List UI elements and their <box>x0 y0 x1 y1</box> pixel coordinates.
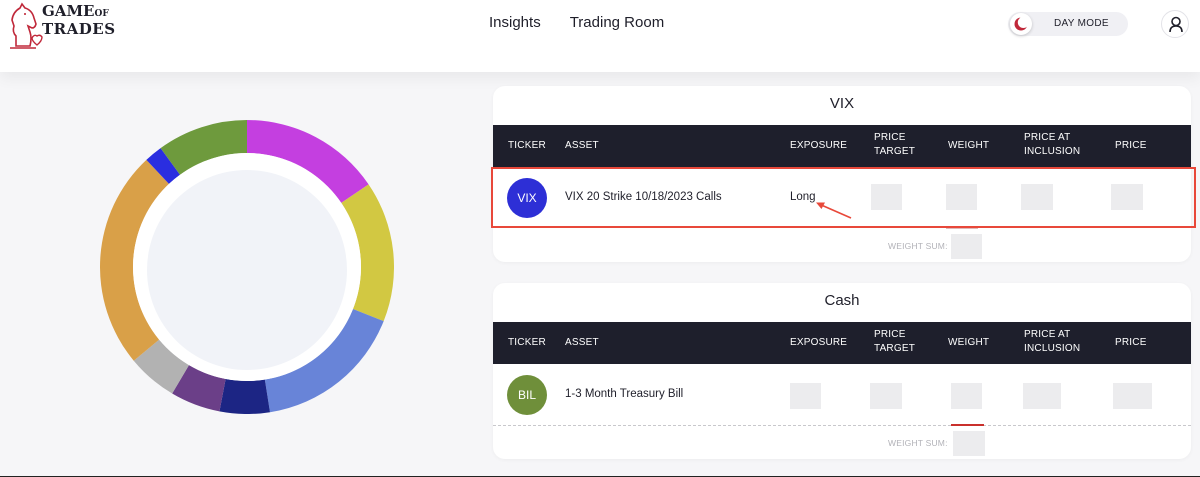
donut-segment[interactable] <box>172 365 226 412</box>
game-of-trades-logo[interactable]: GAMEOF TRADES <box>6 2 116 52</box>
donut-segment[interactable] <box>100 159 169 361</box>
day-mode-label: DAY MODE <box>1054 18 1109 29</box>
donut-segment[interactable] <box>247 120 369 203</box>
col-ticker: TICKER <box>508 140 546 151</box>
price-at-inclusion-placeholder <box>1023 383 1061 409</box>
col-price-target: PRICE TARGET <box>874 132 916 157</box>
bil-ticker-badge[interactable]: BIL <box>507 375 547 415</box>
vix-ticker-badge[interactable]: VIX <box>507 178 547 218</box>
cash-table-card: Cash TICKER ASSET EXPOSURE PRICE TARGET W… <box>493 283 1191 459</box>
top-header: GAMEOF TRADES Insights Trading Room DAY … <box>0 0 1200 72</box>
weight-sum-placeholder <box>951 234 982 259</box>
col-weight: WEIGHT <box>948 140 990 151</box>
asset-name: VIX 20 Strike 10/18/2023 Calls <box>565 191 722 203</box>
allocation-donut-chart[interactable] <box>100 120 394 414</box>
exposure-placeholder <box>790 383 821 409</box>
moon-icon <box>1014 16 1029 31</box>
day-mode-toggle[interactable]: DAY MODE <box>1008 12 1128 36</box>
weight-underline <box>946 228 978 229</box>
weight-placeholder <box>946 184 977 210</box>
user-icon <box>1169 16 1183 33</box>
price-target-placeholder <box>871 184 902 210</box>
donut-segment[interactable] <box>133 339 189 394</box>
price-placeholder <box>1113 383 1152 409</box>
main-nav: Insights Trading Room <box>489 14 664 31</box>
col-weight: WEIGHT <box>948 337 990 348</box>
col-price: PRICE <box>1115 337 1147 348</box>
col-asset: ASSET <box>565 337 599 348</box>
col-price: PRICE <box>1115 140 1147 151</box>
cash-table-title: Cash <box>824 292 860 309</box>
vix-table-card: VIX TICKER ASSET EXPOSURE PRICE TARGET WE… <box>491 86 1196 262</box>
col-exposure: EXPOSURE <box>790 337 848 348</box>
donut-segment[interactable] <box>146 148 180 184</box>
price-at-inclusion-placeholder <box>1021 184 1053 210</box>
donut-center <box>147 170 347 370</box>
toggle-knob <box>1010 13 1032 35</box>
nav-insights[interactable]: Insights <box>489 14 541 31</box>
price-placeholder <box>1111 184 1143 210</box>
weight-placeholder <box>951 383 982 409</box>
col-exposure: EXPOSURE <box>790 140 848 151</box>
knight-logo-icon <box>10 2 43 49</box>
table-row[interactable]: BIL 1-3 Month Treasury Bill <box>493 364 1191 425</box>
donut-segment[interactable] <box>341 184 394 322</box>
row-highlight-box <box>491 167 1196 228</box>
col-asset: ASSET <box>565 140 599 151</box>
price-target-placeholder <box>870 383 902 409</box>
cash-table-header: TICKER ASSET EXPOSURE PRICE TARGET WEIGHT… <box>493 322 1191 364</box>
weight-sum-placeholder <box>953 431 985 456</box>
asset-name: 1-3 Month Treasury Bill <box>565 388 684 400</box>
col-price-at-inclusion: PRICE AT INCLUSION <box>1024 329 1081 354</box>
logo-wordmark: GAMEOF TRADES <box>42 2 116 38</box>
col-ticker: TICKER <box>508 337 546 348</box>
annotation-arrow-icon <box>816 202 852 219</box>
weight-underline <box>951 424 984 426</box>
user-profile-button[interactable] <box>1161 10 1189 38</box>
exposure-value: Long <box>790 191 816 203</box>
vix-table-title: VIX <box>829 95 855 112</box>
donut-segment[interactable] <box>219 378 270 414</box>
donut-segment[interactable] <box>264 308 384 413</box>
nav-trading-room[interactable]: Trading Room <box>569 14 665 31</box>
donut-segment[interactable] <box>160 120 247 175</box>
table-row[interactable]: VIX VIX 20 Strike 10/18/2023 Calls Long <box>491 167 1196 228</box>
weight-sum-label: WEIGHT SUM: <box>888 438 948 448</box>
col-price-target: PRICE TARGET <box>874 329 916 354</box>
row-divider <box>493 425 1191 426</box>
weight-sum-label: WEIGHT SUM: <box>888 241 948 251</box>
col-price-at-inclusion: PRICE AT INCLUSION <box>1024 132 1081 157</box>
vix-table-header: TICKER ASSET EXPOSURE PRICE TARGET WEIGHT… <box>493 125 1191 167</box>
